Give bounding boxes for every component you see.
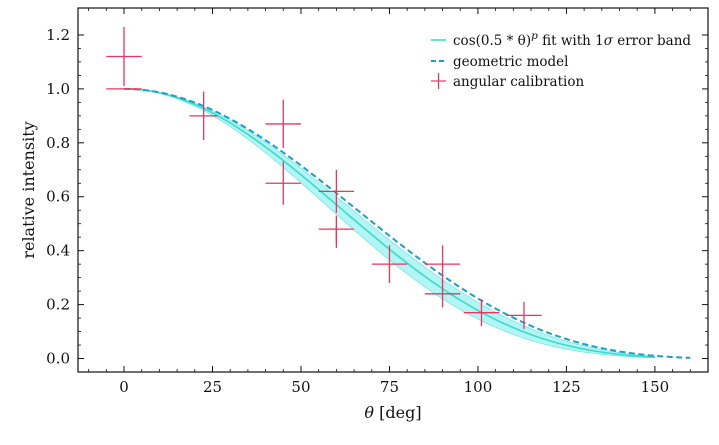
y-tick-label: 0.6 — [46, 188, 70, 206]
legend-fit-label-band: error band — [613, 33, 691, 49]
axis-ticks — [78, 8, 708, 372]
legend-geometric-label: geometric model — [453, 54, 568, 70]
x-tick-label: 50 — [291, 378, 310, 396]
calibration-point — [265, 161, 301, 205]
y-tick-label: 1.0 — [46, 80, 70, 98]
x-tick-label: 125 — [552, 378, 581, 396]
calibration-point — [106, 26, 142, 87]
plot-frame — [77, 7, 709, 373]
calibration-point — [371, 245, 408, 284]
y-axis-title: relative intensity — [19, 121, 38, 258]
calibration-point — [463, 299, 500, 327]
calibration-point — [506, 301, 542, 329]
geometric-model-line — [124, 87, 691, 359]
legend-calibration-label: angular calibration — [453, 74, 584, 90]
y-tick-label: 0.8 — [46, 134, 70, 152]
y-tick-label: 0.0 — [46, 350, 70, 368]
x-tick-labels: 0 25 50 75 100 125 150 — [119, 378, 669, 396]
calibration-point — [189, 91, 218, 141]
x-tick-label: 150 — [641, 378, 670, 396]
legend-fit-label: cos(0.5 * θ)p fit with 1σ error band — [453, 30, 691, 49]
x-axis-title-unit: [deg] — [379, 403, 421, 422]
x-axis-title: θ [deg] — [364, 403, 421, 422]
errorbar-layer — [106, 26, 542, 329]
y-tick-labels: 0.0 0.2 0.4 0.6 0.8 1.0 1.2 — [46, 26, 70, 368]
y-tick-label: 0.4 — [46, 242, 70, 260]
legend: cos(0.5 * θ)p fit with 1σ error band geo… — [421, 30, 699, 102]
x-tick-label: 0 — [119, 378, 129, 396]
legend-fit-label-sigma: σ — [604, 33, 614, 49]
legend-fit-label-exp: p — [531, 30, 538, 42]
y-tick-label: 1.2 — [46, 26, 70, 44]
line-layer — [124, 87, 691, 359]
legend-box — [421, 30, 699, 102]
x-tick-label: 75 — [380, 378, 399, 396]
legend-fit-label-text: fit with 1 — [538, 33, 604, 49]
legend-fit-label-func: cos(0.5 * θ) — [453, 33, 531, 49]
calibration-point — [318, 169, 355, 213]
x-axis-title-var: θ — [364, 403, 374, 422]
calibration-point — [424, 280, 461, 308]
calibration-point — [265, 99, 301, 149]
calibration-point — [424, 245, 461, 284]
y-tick-label: 0.2 — [46, 296, 70, 314]
x-tick-label: 100 — [464, 378, 493, 396]
x-tick-label: 25 — [203, 378, 222, 396]
